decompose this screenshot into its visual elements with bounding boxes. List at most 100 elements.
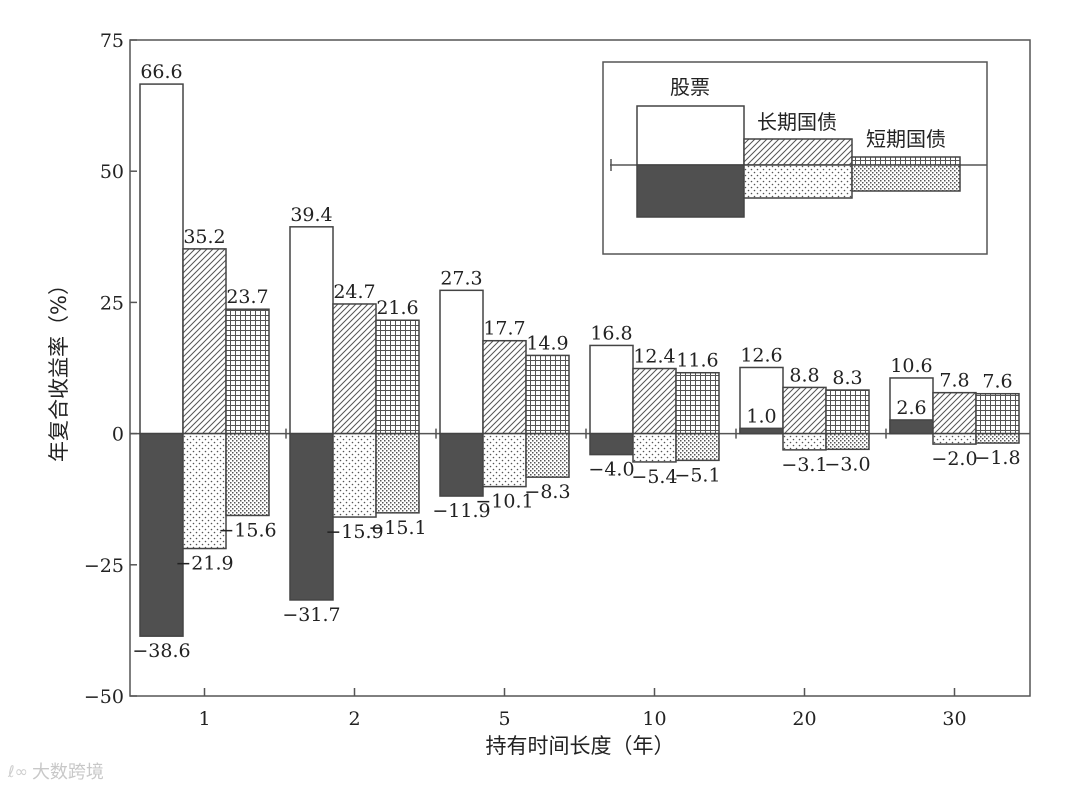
data-label-max: 12.4 bbox=[633, 346, 675, 368]
y-tick-label: 75 bbox=[100, 30, 124, 52]
bar-stock-min bbox=[439, 432, 484, 497]
data-label-max: 8.3 bbox=[832, 367, 862, 389]
legend-shortbond-negative bbox=[851, 164, 961, 192]
x-axis-title: 持有时间长度（年） bbox=[486, 734, 675, 758]
data-label-min: 1.0 bbox=[746, 405, 776, 427]
bar-stock-min bbox=[289, 432, 334, 601]
x-tick-label: 20 bbox=[792, 708, 816, 730]
y-tick-label: 25 bbox=[100, 292, 124, 314]
bar-shortbond-min bbox=[225, 432, 270, 517]
data-label-max: 8.8 bbox=[789, 364, 819, 386]
bar-longbond-min bbox=[482, 432, 527, 488]
legend-label-shortbond: 短期国债 bbox=[866, 127, 946, 151]
data-label-max: 21.6 bbox=[376, 297, 418, 319]
bar-shortbond-max bbox=[825, 389, 870, 435]
data-label-min: −3.0 bbox=[824, 453, 870, 475]
data-label-max: 7.6 bbox=[982, 371, 1012, 393]
bar-shortbond-min bbox=[825, 432, 870, 451]
y-tick-label: −25 bbox=[84, 555, 124, 577]
data-label-min: −11.9 bbox=[432, 500, 490, 522]
legend-stock-positive bbox=[636, 105, 745, 166]
bar-shortbond-max bbox=[525, 354, 570, 435]
bar-longbond-min bbox=[332, 432, 377, 518]
y-tick-label: 50 bbox=[100, 161, 124, 183]
data-label-min: 2.6 bbox=[896, 397, 926, 419]
bars-group bbox=[139, 83, 1020, 637]
data-label-min: −15.6 bbox=[218, 519, 276, 541]
bar-shortbond-min bbox=[375, 432, 420, 514]
data-label-max: 35.2 bbox=[183, 226, 225, 248]
bar-shortbond-min bbox=[525, 432, 570, 478]
bar-shortbond-min bbox=[675, 432, 720, 462]
legend-label-longbond: 长期国债 bbox=[757, 110, 837, 134]
data-label-max: 24.7 bbox=[333, 281, 375, 303]
data-label-max: 17.7 bbox=[483, 318, 525, 340]
data-label-min: −38.6 bbox=[132, 640, 190, 662]
data-label-max: 39.4 bbox=[290, 204, 332, 226]
legend-shortbond-positive bbox=[851, 156, 961, 166]
data-label-max: 11.6 bbox=[676, 350, 718, 372]
x-tick-label: 10 bbox=[642, 708, 666, 730]
bar-shortbond-max bbox=[375, 319, 420, 435]
legend-label-stock: 股票 bbox=[670, 75, 710, 99]
bar-stock-max bbox=[589, 344, 634, 435]
bar-stock-max bbox=[739, 366, 784, 435]
y-axis: 75 50 25 0 −25 −50 bbox=[84, 30, 137, 708]
data-label-max: 10.6 bbox=[890, 355, 932, 377]
bar-stock-min bbox=[589, 432, 634, 456]
bar-stock-max bbox=[289, 226, 334, 435]
data-label-max: 7.8 bbox=[939, 370, 969, 392]
legend-stock-negative bbox=[636, 164, 745, 218]
bar-longbond-max bbox=[182, 248, 227, 435]
data-label-max: 12.6 bbox=[740, 344, 782, 366]
data-label-min: −5.1 bbox=[674, 464, 720, 486]
bar-stock-min bbox=[139, 432, 184, 637]
x-tick-label: 2 bbox=[348, 708, 360, 730]
legend: 股票 长期国债 短期国债 bbox=[602, 61, 988, 255]
bar-longbond-min bbox=[932, 432, 977, 445]
bar-longbond-max bbox=[332, 303, 377, 435]
y-axis-title: 年复合收益率（%） bbox=[47, 274, 71, 462]
data-label-min: −8.3 bbox=[524, 481, 570, 503]
data-label-max: 66.6 bbox=[140, 61, 182, 83]
bar-longbond-min bbox=[782, 432, 827, 451]
legend-longbond-negative bbox=[743, 164, 853, 199]
bar-shortbond-max bbox=[975, 392, 1020, 435]
bar-shortbond-max bbox=[675, 371, 720, 435]
watermark: ℓ∞ 大数跨境 bbox=[8, 758, 104, 784]
plot-frame bbox=[129, 39, 1031, 697]
bar-stock-min bbox=[889, 419, 934, 435]
data-labels-group: 66.6 −38.6 35.2 −21.9 23.7 −15.6 39.4 −31.7 24.7… bbox=[132, 61, 1020, 662]
bar-stock-min bbox=[739, 427, 784, 435]
data-label-max: 14.9 bbox=[526, 332, 568, 354]
data-label-min: −5.4 bbox=[631, 466, 677, 488]
data-label-min: −31.7 bbox=[282, 604, 340, 626]
data-label-min: −10.1 bbox=[475, 491, 533, 513]
data-label-min: −15.1 bbox=[368, 517, 426, 539]
y-tick-label: 0 bbox=[112, 424, 124, 446]
data-label-min: −21.9 bbox=[175, 553, 233, 575]
bar-shortbond-min bbox=[975, 432, 1020, 444]
watermark-text: 大数跨境 bbox=[31, 762, 104, 783]
data-label-min: −4.0 bbox=[588, 459, 634, 481]
bar-longbond-max bbox=[932, 391, 977, 435]
x-tick-label: 5 bbox=[498, 708, 510, 730]
bar-stock-max bbox=[139, 83, 184, 435]
data-label-min: −1.8 bbox=[974, 447, 1020, 469]
watermark-logo-icon: ℓ∞ bbox=[8, 761, 28, 781]
data-label-max: 23.7 bbox=[226, 286, 268, 308]
data-label-min: −15.9 bbox=[325, 521, 383, 543]
x-axis: 1 2 5 10 20 30 bbox=[198, 428, 967, 730]
bar-longbond-min bbox=[632, 432, 677, 463]
y-tick-label: −50 bbox=[84, 686, 124, 708]
data-label-max: 16.8 bbox=[590, 322, 632, 344]
bar-longbond-max bbox=[782, 386, 827, 435]
bar-longbond-max bbox=[482, 339, 527, 435]
legend-longbond-positive bbox=[743, 138, 853, 166]
data-label-min: −2.0 bbox=[931, 448, 977, 470]
bar-shortbond-max bbox=[225, 308, 270, 435]
bar-longbond-max bbox=[632, 367, 677, 435]
x-tick-label: 30 bbox=[942, 708, 966, 730]
legend-frame bbox=[602, 61, 988, 255]
